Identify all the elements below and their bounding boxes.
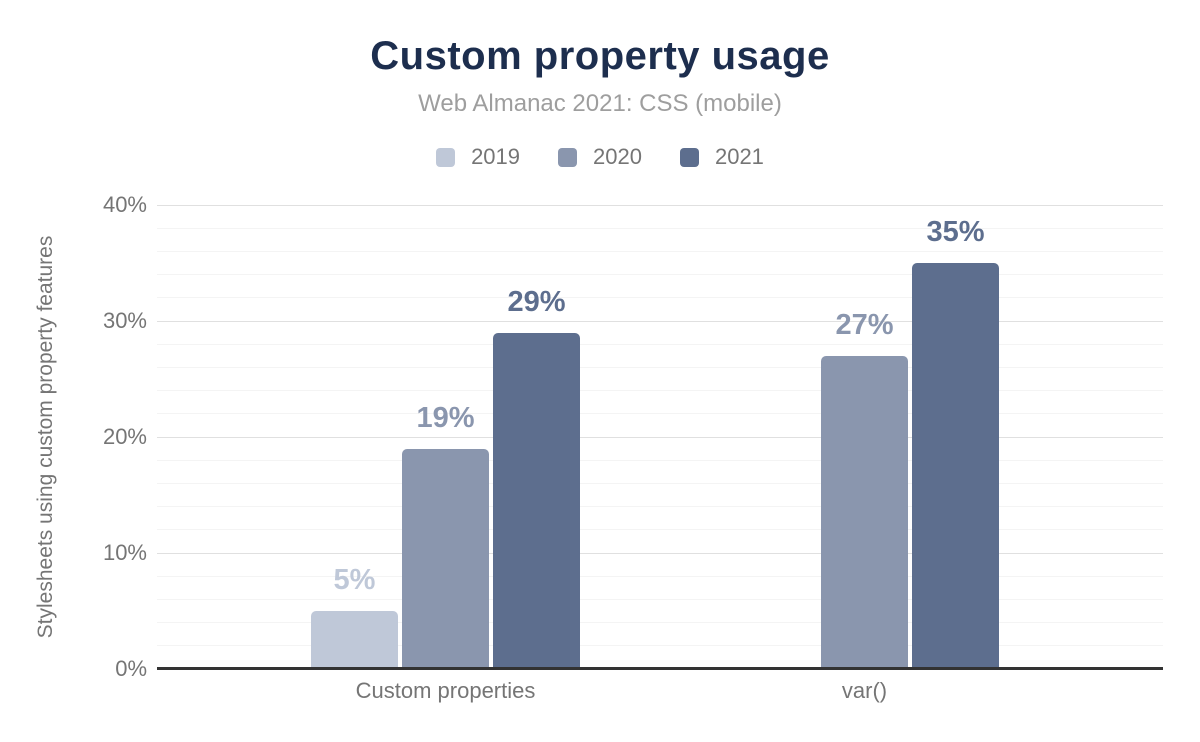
bar-value-label: 27% [835,309,894,341]
chart-title: Custom property usage [370,34,830,78]
legend-swatch [436,147,456,167]
y-axis-tick-label: 0% [115,656,147,681]
plot-area: 5% 19% 29% 27% 35% [157,204,1163,670]
bar-group-2: 27% 35% [730,216,999,669]
gridline-8pct [157,575,1163,577]
legend-label: 2019 [471,144,521,169]
gridline-4pct [157,622,1163,624]
bar-slot: 29% [493,286,580,669]
gridline-20pct [157,436,1163,438]
y-axis-tick-label: 30% [102,308,147,333]
bar-value-label: 29% [507,286,566,318]
legend-swatch [679,147,699,167]
gridline-12pct [157,529,1163,531]
bar-2019-custom-properties [311,611,398,669]
gridline-10pct [157,552,1163,554]
bar-2020-var-- [821,356,908,669]
bar-slot: 19% [402,402,489,669]
x-axis-category-label: var() [841,678,888,703]
gridline-36pct [157,250,1163,252]
x-axis-category-label: Custom properties [355,678,536,703]
gridline-24pct [157,390,1163,392]
bar-value-label: 35% [926,216,985,248]
legend-item-2021: 2021 [679,144,764,170]
legend: 2019 2020 2021 [0,144,1200,170]
y-axis-tick-label: 10% [102,540,147,565]
gridline-32pct [157,297,1163,299]
bar-value-label: 19% [416,402,475,434]
legend-swatch [558,147,578,167]
gridline-38pct [157,227,1163,229]
gridline-14pct [157,506,1163,508]
chart-subtitle: Web Almanac 2021: CSS (mobile) [418,90,782,117]
gridline-34pct [157,274,1163,276]
gridline-28pct [157,343,1163,345]
gridline-6pct [157,598,1163,600]
bar-slot: 35% [912,216,999,669]
bar-2021-custom-properties [493,333,580,669]
x-axis-line [157,667,1163,670]
gridline-16pct [157,482,1163,484]
legend-item-2020: 2020 [558,144,642,170]
gridline-40pct [157,204,1163,206]
bar-group-1: 5% 19% 29% [311,286,580,669]
bar-2020-custom-properties [402,449,489,669]
gridline-22pct [157,413,1163,415]
gridline-26pct [157,366,1163,368]
gridline-2pct [157,645,1163,647]
gridline-18pct [157,459,1163,461]
legend-label: 2021 [714,144,764,169]
bar-slot: 5% [311,564,398,669]
bar-slot: 27% [821,309,908,669]
legend-item-2019: 2019 [436,144,520,170]
bar-2021-var-- [912,263,999,669]
y-axis-tick-label: 20% [102,424,147,449]
gridline-30pct [157,320,1163,322]
legend-label: 2020 [593,144,642,169]
y-axis-tick-label: 40% [102,192,147,217]
bar-value-label: 5% [333,564,376,596]
